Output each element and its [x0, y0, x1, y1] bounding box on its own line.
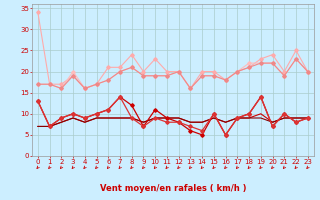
X-axis label: Vent moyen/en rafales ( km/h ): Vent moyen/en rafales ( km/h ): [100, 184, 246, 193]
